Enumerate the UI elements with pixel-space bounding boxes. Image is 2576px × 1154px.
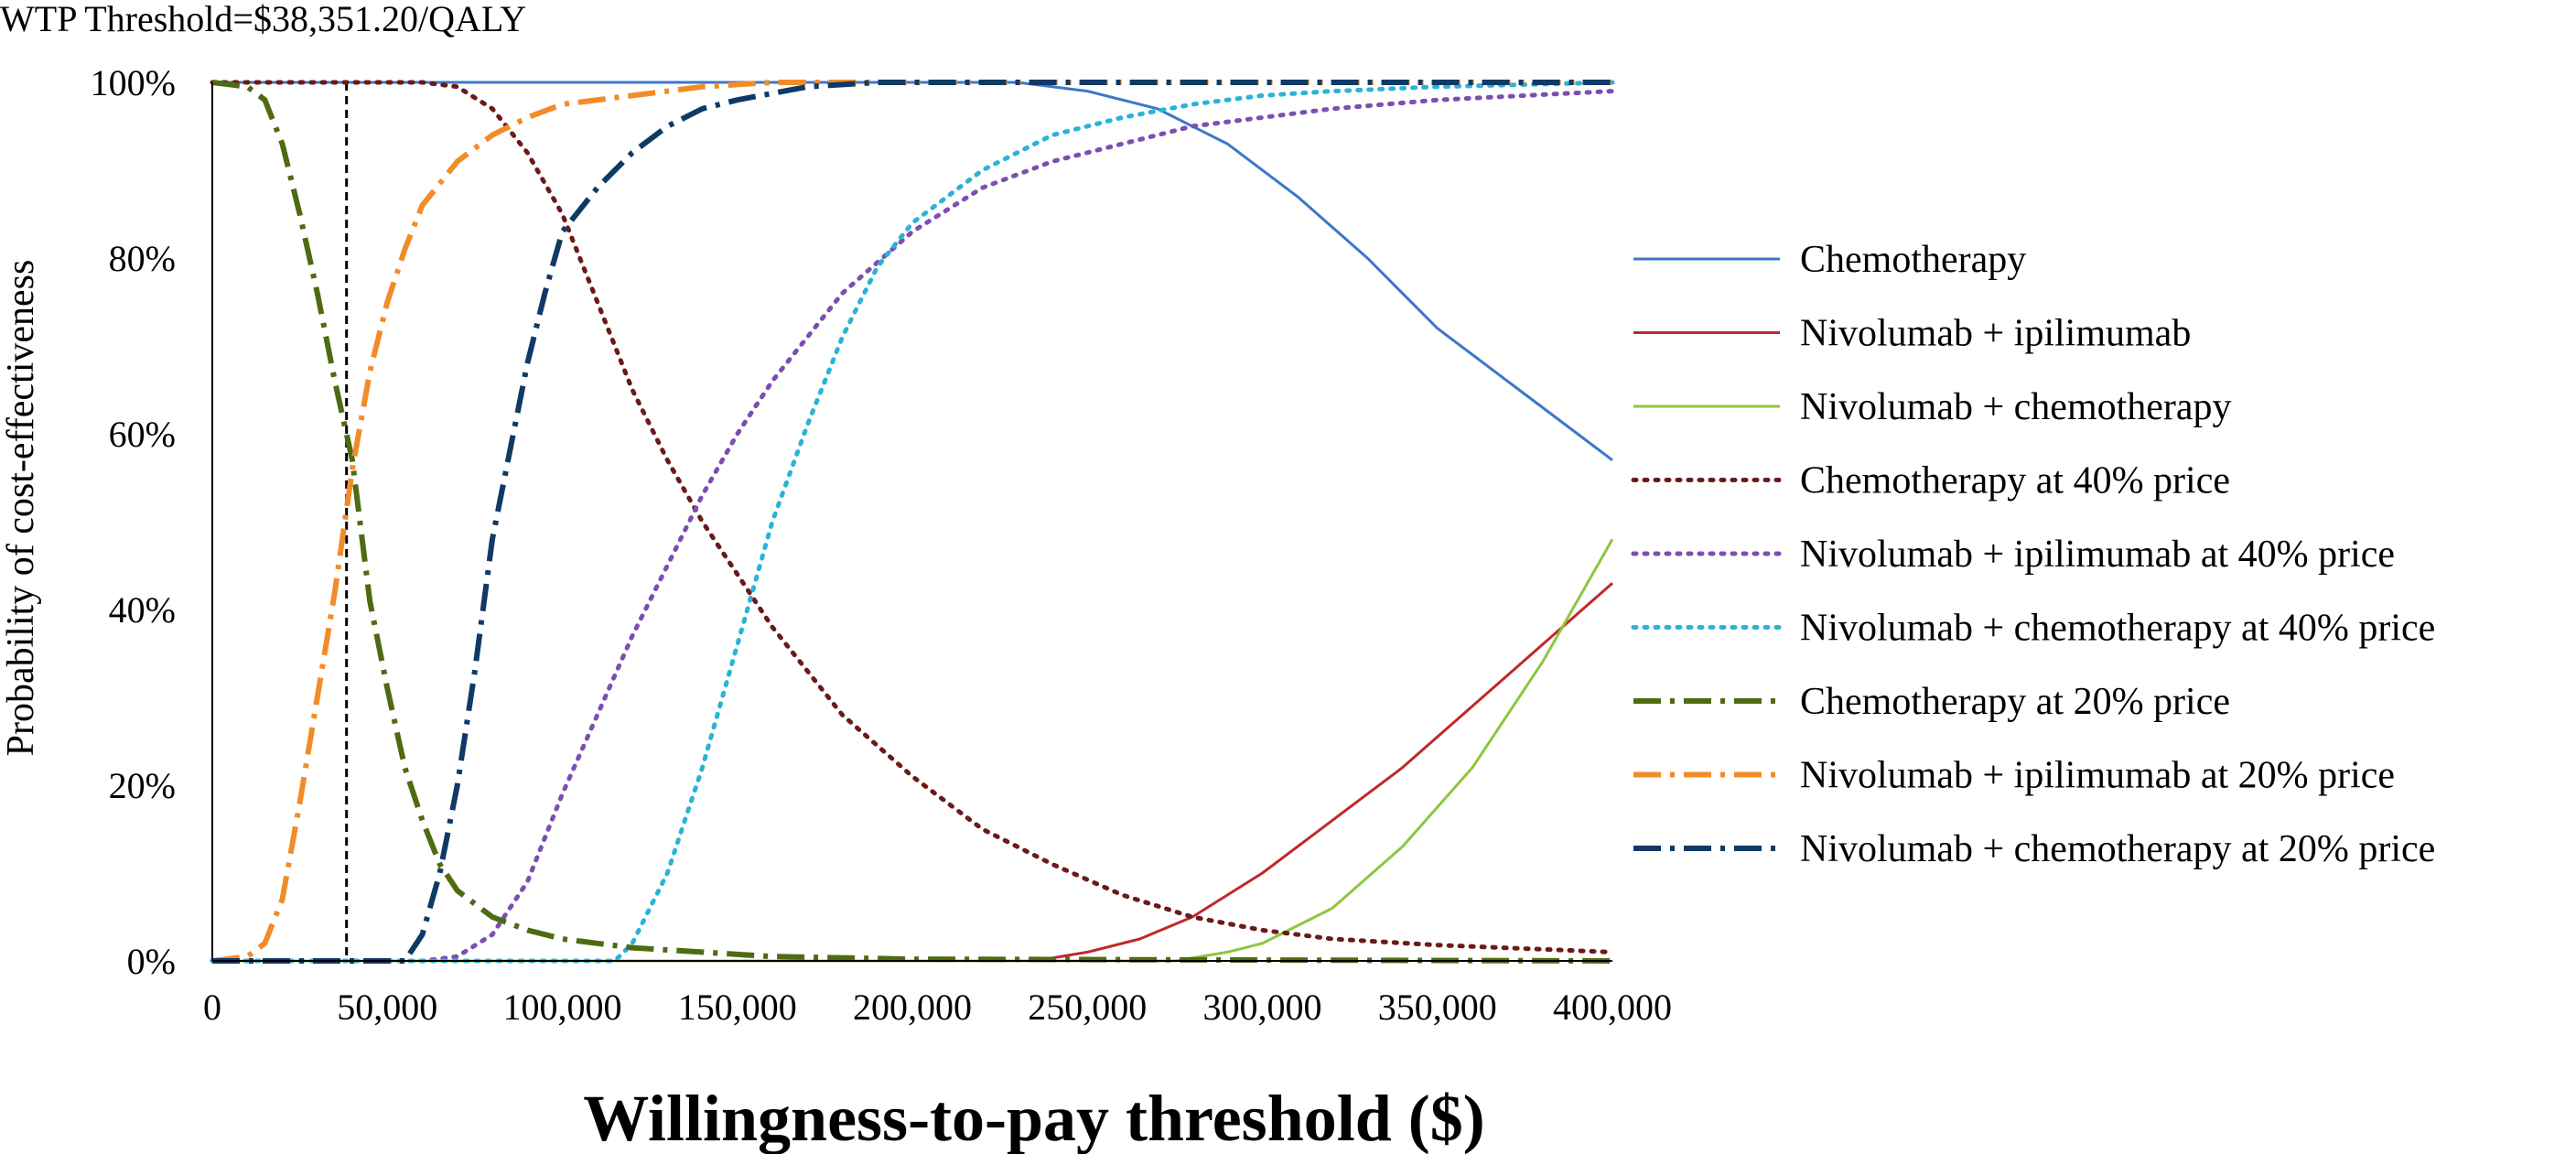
y-tick-label: 0% <box>127 941 176 982</box>
y-tick-label: 80% <box>109 238 176 279</box>
series-line-2 <box>212 582 1613 963</box>
legend-label: Nivolumab + chemotherapy at 20% price <box>1800 828 2435 870</box>
series-line-6 <box>210 80 1615 964</box>
plot-area: 0 50,000 100,000 150,000 200,000 250,000 300,0… <box>91 62 1672 1028</box>
legend-label: Nivolumab + ipilimumab <box>1800 313 2191 355</box>
x-tick-labels: 0 50,000 100,000 150,000 200,000 250,000 300,0… <box>203 987 1672 1028</box>
y-tick-label: 40% <box>109 589 176 631</box>
x-tick-label: 200,000 <box>853 987 972 1028</box>
x-tick-label: 250,000 <box>1028 987 1147 1028</box>
y-axis-label: Probability of cost-effectiveness <box>0 260 42 757</box>
y-tick-label: 20% <box>109 765 176 806</box>
x-tick-label: 0 <box>203 987 221 1028</box>
legend-label: Chemotherapy at 20% price <box>1800 681 2230 723</box>
series-lines <box>210 80 1615 964</box>
x-tick-label: 300,000 <box>1203 987 1322 1028</box>
legend-label: Nivolumab + ipilimumab at 40% price <box>1800 534 2395 576</box>
legend-label: Nivolumab + chemotherapy at 40% price <box>1800 608 2435 650</box>
x-tick-label: 400,000 <box>1553 987 1672 1028</box>
series-line-7 <box>211 80 1613 964</box>
series-line-5 <box>210 89 1615 964</box>
y-tick-labels: 0% 20% 40% 60% 80% 100% <box>91 62 176 982</box>
series-line-1 <box>212 81 1613 461</box>
series-line-3 <box>212 538 1614 963</box>
legend: Chemotherapy Nivolumab + ipilimumab Nivolu… <box>1631 239 2435 870</box>
series-line-8 <box>211 80 1612 964</box>
x-tick-label: 350,000 <box>1378 987 1497 1028</box>
wtp-threshold-annotation: WTP Threshold=$38,351.20/QALY <box>0 0 526 39</box>
x-tick-label: 150,000 <box>678 987 797 1028</box>
y-tick-label: 100% <box>91 62 176 103</box>
legend-label: Nivolumab + chemotherapy <box>1800 386 2232 428</box>
x-axis-label: Willingness-to-pay threshold ($) <box>583 1082 1484 1154</box>
series-line-9 <box>212 80 1612 964</box>
y-tick-label: 60% <box>109 414 176 455</box>
legend-label: Chemotherapy <box>1800 239 2026 281</box>
x-tick-label: 100,000 <box>503 987 622 1028</box>
x-tick-label: 50,000 <box>337 987 437 1028</box>
series-line-4 <box>210 80 1615 954</box>
legend-label: Chemotherapy at 40% price <box>1800 460 2230 502</box>
legend-label: Nivolumab + ipilimumab at 20% price <box>1800 755 2395 797</box>
